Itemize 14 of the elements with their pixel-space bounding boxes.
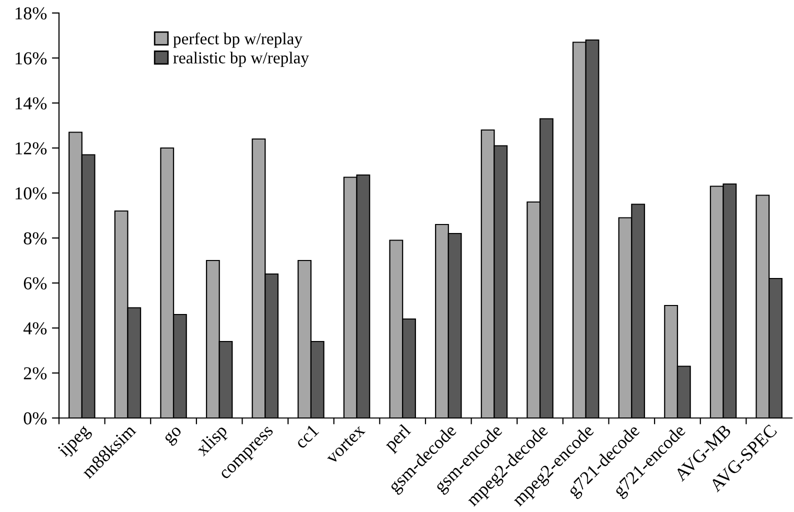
y-tick-label: 12% bbox=[16, 142, 47, 154]
y-tick-label: 6% bbox=[24, 277, 47, 290]
y-tick-label: 8% bbox=[24, 232, 47, 244]
y-tick-label: 0% bbox=[24, 412, 47, 424]
y-tick-label: 18% bbox=[16, 7, 47, 20]
x-tick-label: go bbox=[164, 426, 185, 447]
legend-label: perfect bp w/replay bbox=[173, 32, 302, 48]
y-tick-label: 10% bbox=[16, 187, 47, 200]
legend-label: realistic bp w/replay bbox=[173, 52, 309, 67]
y-tick-label: 2% bbox=[24, 367, 47, 380]
y-tick-label: 14% bbox=[16, 97, 47, 110]
y-tick-label: 4% bbox=[23, 322, 47, 334]
y-tick-label: 16% bbox=[16, 52, 47, 64]
x-tick-label: cc1 bbox=[294, 424, 320, 450]
